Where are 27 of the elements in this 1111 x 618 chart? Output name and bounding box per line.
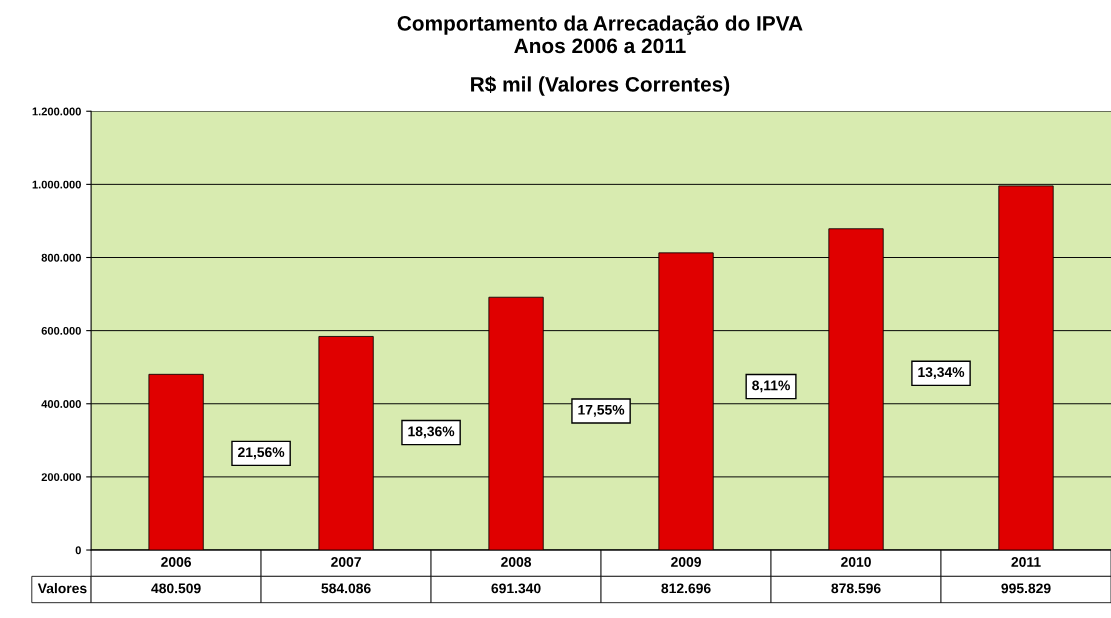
y-tick-label: 800.000 bbox=[41, 253, 81, 262]
data-label: 812.696 bbox=[661, 583, 711, 594]
y-tick-label: 0 bbox=[75, 546, 81, 555]
y-tick-label: 1.000.000 bbox=[32, 180, 81, 189]
data-label: 691.340 bbox=[491, 583, 541, 594]
y-tick-label: 600.000 bbox=[41, 326, 81, 335]
chart-subtitle: R$ mil (Valores Correntes) bbox=[471, 76, 730, 96]
x-tick-label: 2010 bbox=[841, 557, 871, 567]
x-tick-label: 2011 bbox=[1011, 557, 1041, 567]
data-label: 584.086 bbox=[321, 583, 371, 594]
x-tick-label: 2007 bbox=[331, 557, 361, 567]
y-tick-label: 200.000 bbox=[41, 473, 81, 482]
annotation: 18,36% bbox=[408, 426, 455, 439]
annotation: 13,34% bbox=[918, 367, 965, 380]
annotation: 8,11% bbox=[752, 380, 790, 393]
annotation: 21,56% bbox=[238, 447, 285, 460]
x-tick-label: 2006 bbox=[161, 557, 192, 567]
data-label: 995.829 bbox=[1001, 583, 1051, 594]
text: Valores bbox=[37, 583, 87, 594]
annotation: 17,55% bbox=[578, 404, 625, 417]
x-tick-label: 2009 bbox=[671, 557, 701, 567]
data-label: 480.509 bbox=[151, 583, 201, 594]
chart-title: Comportamento da Arrecadação do IPVA Anos 2006 a 2011 bbox=[397, 15, 803, 54]
data-label: 878.596 bbox=[831, 583, 881, 594]
y-tick-label: 1.200.000 bbox=[32, 107, 81, 116]
y-tick-label: 400.000 bbox=[41, 400, 81, 408]
x-tick-label: 2008 bbox=[501, 557, 532, 567]
